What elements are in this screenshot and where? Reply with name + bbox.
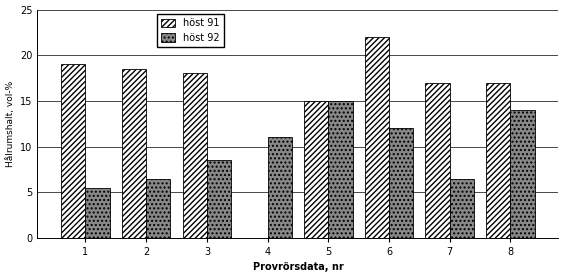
Bar: [267, 137, 292, 238]
Bar: [328, 101, 352, 238]
X-axis label: Provrörsdata, nr: Provrörsdata, nr: [253, 262, 343, 272]
Bar: [183, 73, 207, 238]
Bar: [510, 110, 535, 238]
Bar: [486, 83, 510, 238]
Bar: [389, 128, 413, 238]
Y-axis label: Hålrumshalt, vol-%: Hålrumshalt, vol-%: [6, 81, 15, 167]
Bar: [85, 188, 110, 238]
Bar: [450, 178, 474, 238]
Bar: [146, 178, 170, 238]
Bar: [61, 64, 85, 238]
Bar: [425, 83, 450, 238]
Bar: [365, 37, 389, 238]
Legend: höst 91, höst 92: höst 91, höst 92: [157, 14, 224, 47]
Bar: [207, 160, 231, 238]
Bar: [122, 69, 146, 238]
Bar: [304, 101, 328, 238]
